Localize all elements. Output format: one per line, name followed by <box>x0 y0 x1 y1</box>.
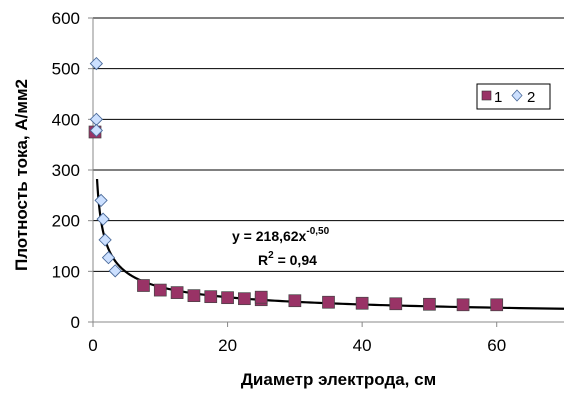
point-series-1 <box>423 297 436 311</box>
point-series-1 <box>187 289 201 303</box>
y-tick-label: 600 <box>52 9 80 28</box>
point-series-2 <box>94 193 108 208</box>
trendline-equation: y = 218,62x-0,50 R2 = 0,94 <box>232 226 330 268</box>
point-series-1 <box>137 279 150 292</box>
x-tick-label: 40 <box>353 336 372 355</box>
point-series-2 <box>89 56 104 71</box>
point-series-1 <box>170 286 184 299</box>
legend-marker-2 <box>511 89 523 102</box>
legend-marker-1 <box>481 90 492 101</box>
y-tick-label: 300 <box>52 161 80 180</box>
y-tick-label: 100 <box>52 262 80 281</box>
point-series-1 <box>355 296 369 310</box>
trendline-power <box>95 178 564 310</box>
x-tick-label: 0 <box>88 336 97 355</box>
y-axis-title: Плотность тока, А/мм2 <box>12 79 31 271</box>
point-series-2 <box>89 123 104 138</box>
point-series-1 <box>204 290 218 304</box>
point-series-2 <box>98 233 112 247</box>
point-series-1 <box>490 298 504 312</box>
point-series-1 <box>288 294 302 308</box>
x-tick-label: 60 <box>487 336 506 355</box>
point-series-2 <box>96 212 110 226</box>
point-series-1 <box>456 298 470 312</box>
tick-labels: 0 100 200 300 400 500 600 0 20 40 60 <box>52 9 507 355</box>
point-series-2 <box>108 264 122 278</box>
point-series-1 <box>322 295 335 309</box>
point-series-1 <box>389 297 403 311</box>
data-points <box>88 56 504 312</box>
legend-label-1: 1 <box>494 89 502 106</box>
point-series-2 <box>89 112 104 126</box>
x-axis-title: Диаметр электрода, см <box>241 370 436 389</box>
point-series-1 <box>238 292 251 306</box>
legend-label-2: 2 <box>527 89 535 106</box>
y-tick-label: 500 <box>52 60 80 79</box>
point-series-1 <box>153 283 167 297</box>
y-tick-label: 400 <box>52 110 80 129</box>
gridlines <box>93 17 564 272</box>
equation-text: y = 218,62x-0,50 <box>232 226 330 244</box>
legend: 1 2 <box>476 83 551 110</box>
r-squared-text: R2 = 0,94 <box>258 250 317 268</box>
point-series-2 <box>101 251 116 265</box>
y-tick-label: 200 <box>52 212 80 231</box>
x-tick-label: 20 <box>218 336 237 355</box>
y-tick-label: 0 <box>71 313 80 332</box>
point-series-1 <box>221 291 234 305</box>
point-series-1 <box>254 290 268 304</box>
